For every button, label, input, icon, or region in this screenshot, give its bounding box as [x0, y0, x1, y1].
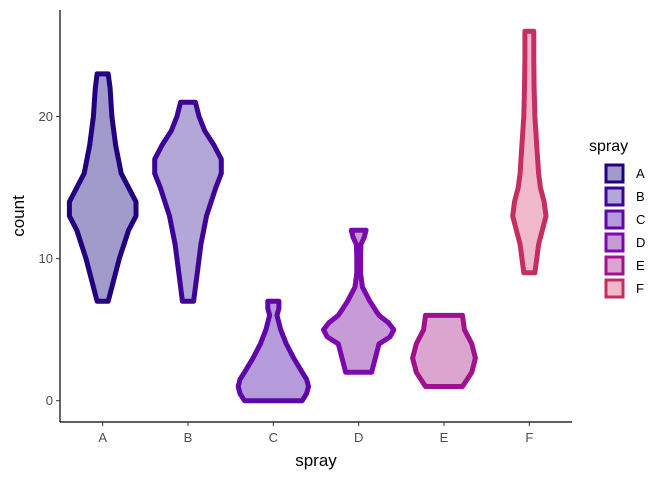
violin-e [410, 312, 478, 389]
legend-title: spray [589, 138, 628, 155]
x-tick-label: D [354, 430, 363, 445]
legend-label-b: B [636, 189, 645, 204]
y-tick-label: 0 [46, 393, 53, 408]
x-tick-label: B [184, 430, 193, 445]
violin-d [321, 227, 397, 375]
legend-key-a [604, 163, 625, 184]
axes: 0 10 20 A B C D E F [39, 10, 572, 445]
x-tick-label: C [269, 430, 278, 445]
violin-b [152, 99, 224, 304]
y-tick-label: 10 [39, 251, 53, 266]
violin-c [235, 298, 311, 404]
legend-label-d: D [636, 235, 645, 250]
x-tick-label: F [525, 430, 533, 445]
x-tick-label: A [98, 430, 107, 445]
violin-a [66, 71, 139, 304]
legend-key-b [604, 186, 625, 207]
legend-key-f [604, 278, 625, 299]
plot-area [66, 28, 549, 404]
y-axis-title: count [9, 195, 28, 237]
legend-label-c: C [636, 212, 645, 227]
legend-label-f: F [636, 281, 644, 296]
violin-f [510, 28, 549, 276]
x-tick-label: E [440, 430, 449, 445]
legend-key-d [604, 232, 625, 253]
y-tick-label: 20 [39, 109, 53, 124]
legend-label-a: A [636, 166, 645, 181]
x-axis-title: spray [295, 451, 337, 470]
legend-label-e: E [636, 258, 645, 273]
legend-key-e [604, 255, 625, 276]
legend-key-c [604, 209, 625, 230]
